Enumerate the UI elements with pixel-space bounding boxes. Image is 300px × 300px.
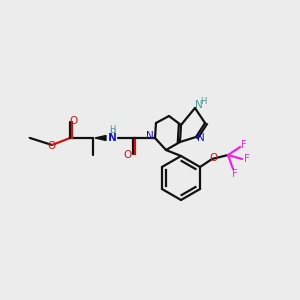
Text: N: N	[108, 133, 116, 143]
Text: O: O	[47, 141, 55, 151]
Polygon shape	[95, 136, 106, 140]
Text: methyl: methyl	[28, 137, 33, 138]
Text: O: O	[124, 150, 132, 160]
Text: N: N	[109, 133, 117, 143]
Text: N: N	[195, 100, 203, 110]
Text: H: H	[109, 128, 115, 137]
Text: F: F	[232, 169, 238, 179]
Text: O: O	[70, 116, 78, 126]
Text: F: F	[244, 154, 250, 164]
Text: H: H	[200, 98, 206, 106]
Text: N: N	[146, 131, 154, 141]
Text: H: H	[109, 125, 115, 134]
Text: N: N	[197, 133, 205, 143]
Text: O: O	[209, 153, 217, 163]
Text: F: F	[241, 140, 247, 150]
